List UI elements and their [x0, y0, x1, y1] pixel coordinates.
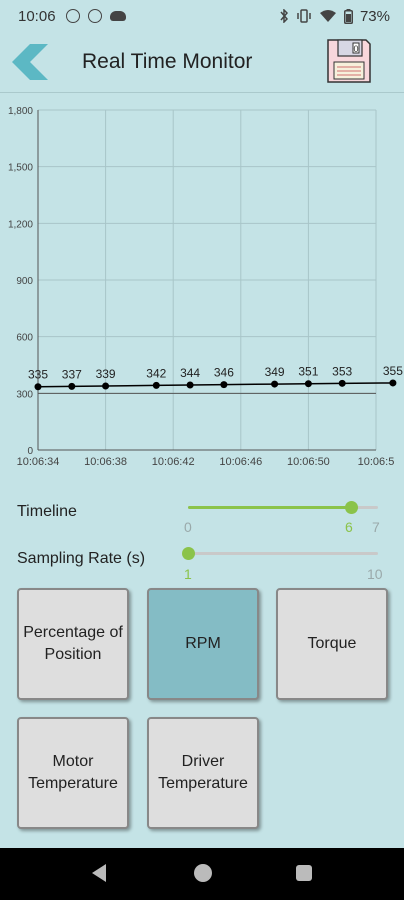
- data-point: [68, 382, 76, 390]
- status-bar: 10:06 73%: [0, 0, 404, 32]
- floppy-label: 0: [353, 44, 358, 54]
- torque-button[interactable]: Torque: [276, 588, 388, 700]
- x-tick-label: 10:06:34: [17, 456, 60, 468]
- data-label: 353: [332, 364, 352, 378]
- sampling-rate-label: Sampling Rate (s): [17, 550, 146, 567]
- x-tick-label: 10:06:38: [84, 456, 127, 468]
- data-label: 339: [96, 367, 116, 381]
- cloud-icon: [109, 11, 126, 21]
- sampling-track: [188, 552, 378, 555]
- bluetooth-icon: [280, 9, 288, 23]
- wifi-icon: [319, 10, 336, 22]
- data-label: 335: [28, 368, 48, 382]
- data-label: 351: [298, 365, 318, 379]
- save-button[interactable]: 0: [326, 38, 372, 84]
- home-circle-icon[interactable]: [194, 864, 212, 882]
- data-label: 355: [383, 364, 403, 378]
- battery-percent: 73%: [359, 7, 390, 25]
- y-tick-label: 600: [16, 333, 33, 344]
- x-tick-label: 10:06:50: [287, 456, 330, 468]
- data-point: [338, 379, 346, 387]
- rpm-button[interactable]: RPM: [147, 588, 259, 700]
- data-label: 337: [62, 367, 82, 381]
- data-point: [220, 381, 228, 389]
- vpn-circle-icon: [87, 9, 102, 23]
- y-tick-label: 1,800: [8, 106, 33, 117]
- y-tick-label: 0: [27, 446, 33, 457]
- status-time: 10:06: [18, 7, 56, 25]
- app-header: Real Time Monitor 0: [0, 32, 404, 92]
- y-tick-label: 1,500: [8, 163, 33, 174]
- rpm-line-chart: 0 300 600 900 1,200 1,500 1,800 10:06:34 10:06:…: [8, 106, 403, 468]
- sampling-max-label: 10: [367, 566, 383, 582]
- sampling-min-label: 1: [184, 566, 192, 582]
- x-tick-label: 10:06:42: [152, 456, 195, 468]
- data-point: [304, 380, 312, 388]
- x-tick-label: 10:06:46: [219, 456, 262, 468]
- battery-icon: [343, 8, 353, 24]
- position-percentage-button[interactable]: Percentage of Position: [17, 588, 129, 700]
- timeline-value-label: 6: [345, 519, 353, 535]
- data-label: 346: [214, 366, 234, 380]
- timeline-thumb[interactable]: [344, 501, 358, 514]
- timeline-fill: [188, 506, 351, 509]
- timeline-label: Timeline: [17, 503, 77, 520]
- data-point: [102, 382, 110, 390]
- back-button[interactable]: [8, 40, 52, 84]
- chevron-left-icon: [12, 44, 48, 80]
- floppy-disk-icon: 0: [327, 39, 371, 83]
- sampling-rate-slider[interactable]: [182, 544, 378, 564]
- y-tick-label: 300: [16, 389, 33, 400]
- header-divider: [0, 92, 404, 93]
- minus-circle-icon: [65, 9, 80, 23]
- data-label: 342: [146, 366, 166, 380]
- sampling-thumb[interactable]: [182, 547, 195, 560]
- vibrate-icon: [297, 9, 311, 23]
- data-label: 344: [180, 366, 200, 380]
- system-nav-bar: [0, 848, 404, 900]
- timeline-max-label: 7: [372, 519, 380, 535]
- data-point: [152, 381, 160, 389]
- timeline-slider[interactable]: [188, 498, 378, 518]
- data-point: [389, 379, 397, 387]
- y-tick-label: 900: [16, 276, 33, 287]
- recents-square-icon[interactable]: [296, 865, 312, 881]
- x-tick-label: 10:06:5: [358, 456, 395, 468]
- series-line: [37, 382, 393, 388]
- data-point: [34, 383, 42, 391]
- data-point: [186, 381, 194, 389]
- back-triangle-icon[interactable]: [92, 864, 106, 882]
- motor-temperature-button[interactable]: Motor Temperature: [17, 717, 129, 829]
- data-point: [271, 380, 279, 388]
- driver-temperature-button[interactable]: Driver Temperature: [147, 717, 259, 829]
- timeline-min-label: 0: [184, 519, 192, 535]
- data-label: 349: [265, 365, 285, 379]
- y-tick-label: 1,200: [8, 219, 33, 230]
- page-title: Real Time Monitor: [82, 50, 253, 73]
